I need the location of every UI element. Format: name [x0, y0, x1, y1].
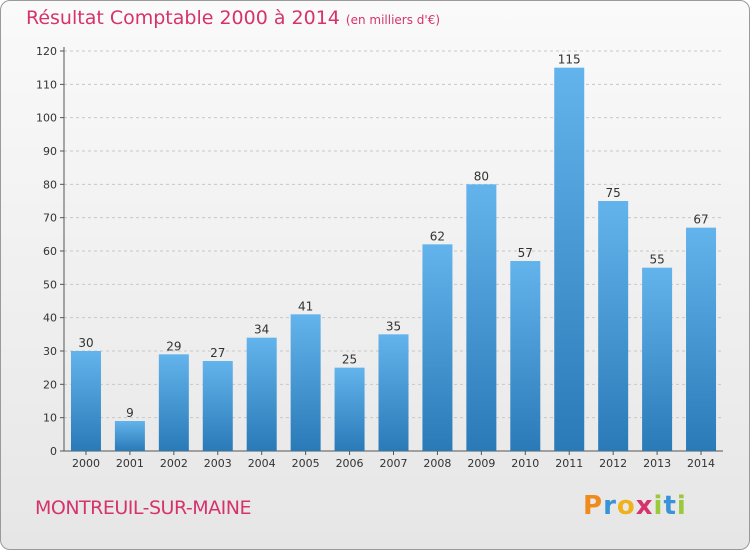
- data-label: 62: [430, 229, 445, 243]
- x-tick-label: 2003: [204, 457, 232, 470]
- y-tick-label: 90: [43, 145, 57, 158]
- y-tick-label: 30: [43, 345, 57, 358]
- y-tick-label: 80: [43, 178, 57, 191]
- x-tick-label: 2008: [423, 457, 451, 470]
- y-tick-label: 0: [50, 445, 57, 458]
- bar: [422, 244, 453, 451]
- data-label: 67: [693, 213, 708, 227]
- logo-letter: r: [603, 491, 617, 521]
- data-label: 30: [78, 336, 93, 350]
- y-tick-label: 50: [43, 278, 57, 291]
- x-tick-label: 2007: [380, 457, 408, 470]
- y-tick-label: 60: [43, 245, 57, 258]
- logo-letter: t: [663, 491, 677, 521]
- data-label: 57: [518, 246, 533, 260]
- x-tick-label: 2011: [555, 457, 583, 470]
- logo-letter: o: [616, 491, 636, 521]
- place-name: MONTREUIL-SUR-MAINE: [35, 497, 251, 519]
- data-label: 41: [298, 299, 313, 313]
- data-label: 27: [210, 346, 225, 360]
- data-label: 29: [166, 339, 181, 353]
- bar: [598, 201, 629, 451]
- y-tick-label: 20: [43, 378, 57, 391]
- y-tick-label: 10: [43, 412, 57, 425]
- x-tick-label: 2005: [292, 457, 320, 470]
- bar: [114, 421, 145, 451]
- x-tick-label: 2004: [248, 457, 276, 470]
- x-tick-label: 2010: [511, 457, 539, 470]
- chart-title: Résultat Comptable 2000 à 2014: [26, 7, 340, 29]
- data-label: 115: [558, 53, 581, 67]
- data-label: 34: [254, 323, 269, 337]
- y-tick-label: 110: [36, 78, 57, 91]
- bar: [378, 334, 409, 451]
- x-tick-label: 2012: [599, 457, 627, 470]
- y-tick-label: 70: [43, 212, 57, 225]
- logo-letter: P: [583, 491, 604, 521]
- logo-letter: x: [635, 491, 654, 521]
- bar: [686, 227, 717, 451]
- bar: [554, 67, 585, 452]
- data-label: 25: [342, 353, 357, 367]
- y-tick-label: 120: [36, 45, 57, 58]
- proxiti-logo: Proxiti: [583, 491, 687, 521]
- data-label: 35: [386, 319, 401, 333]
- logo-letter: i: [676, 491, 687, 521]
- bar: [510, 261, 541, 451]
- x-tick-label: 2006: [336, 457, 364, 470]
- x-tick-label: 2014: [687, 457, 715, 470]
- x-tick-label: 2000: [72, 457, 100, 470]
- bar: [158, 354, 189, 451]
- bar: [466, 184, 497, 452]
- y-tick-label: 40: [43, 312, 57, 325]
- x-tick-label: 2001: [116, 457, 144, 470]
- bar: [290, 314, 321, 451]
- y-tick-label: 100: [36, 112, 57, 125]
- x-tick-label: 2009: [467, 457, 495, 470]
- data-label: 80: [474, 169, 489, 183]
- data-label: 55: [649, 253, 664, 267]
- bar: [642, 267, 673, 451]
- bar: [202, 361, 233, 451]
- bar: [246, 337, 277, 451]
- x-tick-label: 2002: [160, 457, 188, 470]
- chart-title-block: Résultat Comptable 2000 à 2014 (en millie…: [26, 7, 440, 29]
- data-label: 75: [606, 186, 621, 200]
- logo-letter: i: [653, 491, 664, 521]
- data-label: 9: [126, 406, 134, 420]
- bar: [334, 367, 365, 451]
- x-tick-label: 2013: [643, 457, 671, 470]
- chart-subtitle: (en milliers d'€): [345, 13, 441, 27]
- bar: [70, 351, 101, 451]
